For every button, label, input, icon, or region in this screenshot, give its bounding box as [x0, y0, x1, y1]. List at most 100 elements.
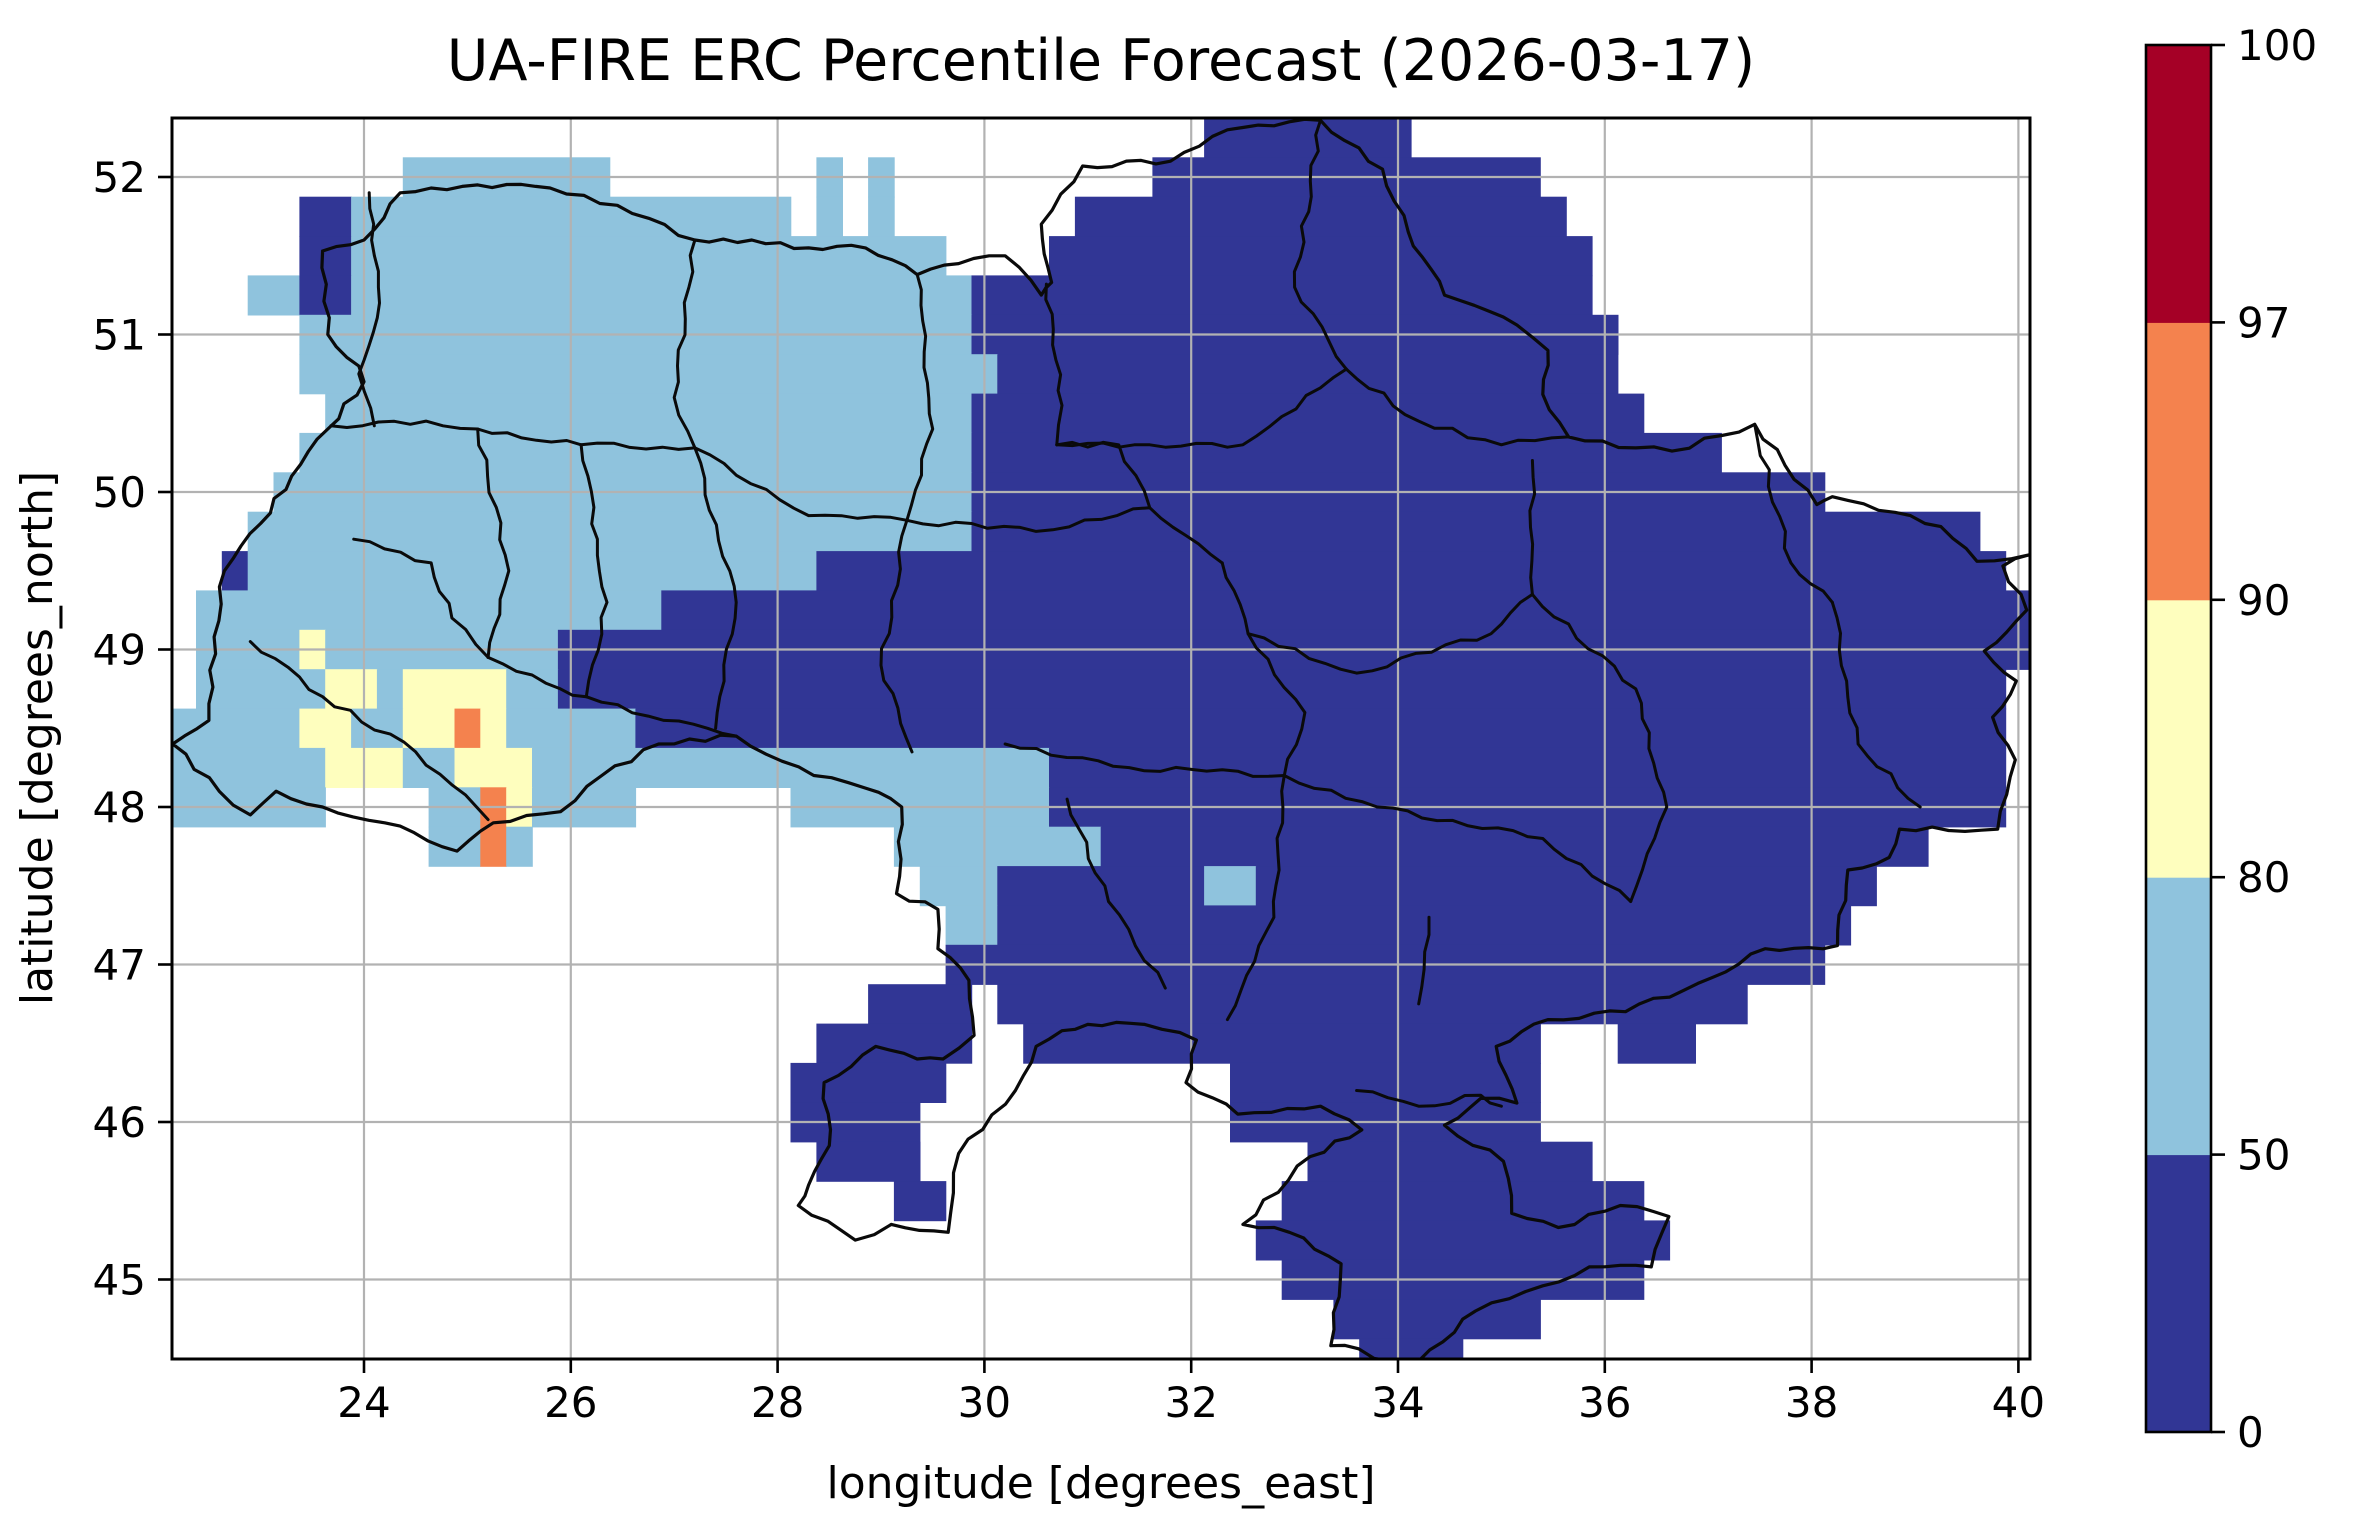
map-cell-run	[790, 1062, 947, 1103]
map-cell-run	[893, 1181, 947, 1222]
x-tick-label: 28	[751, 1378, 804, 1427]
oblast-border	[1246, 632, 1379, 809]
x-tick-label: 30	[958, 1378, 1011, 1427]
map-cell-run	[971, 393, 1645, 434]
oblast-border	[476, 427, 511, 659]
map-cell-run	[816, 551, 2007, 592]
oblast-border	[1344, 367, 1571, 447]
map-cell-run	[1333, 1299, 1541, 1340]
oblast-border	[329, 419, 697, 451]
colorbar-tick-label: 0	[2237, 1408, 2264, 1457]
colorbar-segment	[2146, 599, 2211, 878]
colorbar-tick-label: 80	[2237, 853, 2290, 902]
oblast-border	[1830, 600, 1922, 809]
map-cell-run	[1049, 236, 1593, 277]
oblast-border	[352, 537, 490, 659]
map-cell-run	[402, 708, 456, 749]
map-cell-run	[557, 669, 2007, 710]
oblast-border	[1003, 742, 1286, 778]
oblast-border	[1528, 459, 1537, 596]
y-tick-label: 52	[93, 153, 146, 202]
colorbar-segment	[2146, 45, 2211, 323]
map-cell-run	[1049, 747, 2007, 788]
oblast-border	[1375, 805, 1633, 903]
oblast-border	[693, 446, 909, 522]
map-cell-run	[1204, 866, 1257, 907]
oblast-border	[584, 695, 738, 738]
axes-frame	[170, 116, 2032, 1361]
map-cell-run	[997, 354, 1619, 395]
map-cell-run	[997, 984, 1748, 1025]
map-cell-run	[1100, 826, 1929, 867]
y-tick-label: 49	[93, 626, 146, 675]
oblast-border	[579, 443, 609, 699]
map-cell-run	[247, 551, 818, 592]
country-border	[172, 118, 2030, 1359]
map-cell-run	[1617, 1023, 1696, 1064]
oblast-border	[1753, 422, 1834, 604]
map-cell-run	[325, 669, 378, 710]
x-tick-label: 32	[1164, 1378, 1217, 1427]
map-cell-run	[454, 747, 533, 788]
x-tick-label: 34	[1371, 1378, 1424, 1427]
map-cell-run	[299, 354, 999, 395]
map-cell-run	[1255, 866, 1877, 907]
map-cell-run	[428, 826, 481, 867]
colorbar-outline	[2144, 43, 2213, 1434]
oblast-border	[1225, 774, 1286, 1022]
map-cell-run	[1023, 1023, 1541, 1064]
map-cell-run	[506, 826, 533, 867]
y-axis-label: latitude [degrees_north]	[12, 471, 63, 1005]
oblast-border	[879, 518, 914, 754]
map-cell-run	[299, 196, 352, 237]
map-cell-run	[299, 708, 352, 749]
map-cell-run	[893, 826, 1102, 867]
oblast-border	[1065, 797, 1167, 990]
oblast-border	[1220, 561, 1534, 675]
map-cell-run	[454, 708, 482, 749]
colorbar-segment	[2146, 877, 2211, 1156]
map-cell-run	[1074, 196, 1567, 237]
colorbar-segment	[2146, 322, 2211, 601]
x-tick-label: 24	[337, 1378, 390, 1427]
x-tick-label: 26	[544, 1378, 597, 1427]
map-cell-run	[919, 866, 999, 907]
map-cell-run	[868, 196, 895, 237]
y-tick-label: 46	[93, 1098, 146, 1147]
map-cell-run	[816, 196, 843, 237]
oblast-border	[486, 655, 588, 699]
y-tick-label: 48	[93, 783, 146, 832]
map-cell-run	[172, 708, 300, 749]
map-cell-run	[1255, 1220, 1671, 1261]
oblast-border	[1292, 118, 1348, 371]
map-cell-run	[816, 1141, 921, 1182]
map-cell-run	[971, 275, 1593, 316]
oblast-border	[357, 191, 381, 428]
y-tick-label: 47	[93, 941, 146, 990]
map-cell-run	[532, 747, 1050, 788]
oblast-border	[905, 273, 935, 522]
map-cell-run	[172, 747, 326, 788]
map-cell-run	[480, 826, 507, 867]
map-cell-run	[1307, 1141, 1593, 1182]
map-cell-run	[480, 708, 507, 749]
gridlines-layer	[172, 118, 2030, 1359]
map-cell-run	[402, 669, 507, 710]
map-cell-run	[635, 708, 2007, 749]
x-tick-label: 40	[1992, 1378, 2045, 1427]
x-tick-label: 36	[1578, 1378, 1631, 1427]
map-cell-run	[351, 236, 947, 277]
colorbar-tick-label: 50	[2237, 1131, 2290, 1180]
map-cell-run	[247, 275, 301, 316]
map-cell-run	[299, 432, 973, 473]
map-cell-run	[196, 590, 662, 631]
map-cell-run	[971, 432, 1722, 473]
x-axis-label: longitude [degrees_east]	[827, 1458, 1376, 1509]
map-cell-run	[196, 669, 326, 710]
map-cell-run	[945, 905, 998, 946]
oblast-border	[1530, 592, 1669, 903]
oblast-border	[672, 238, 697, 450]
chart-title: UA-FIRE ERC Percentile Forecast (2026-03…	[447, 28, 1755, 94]
